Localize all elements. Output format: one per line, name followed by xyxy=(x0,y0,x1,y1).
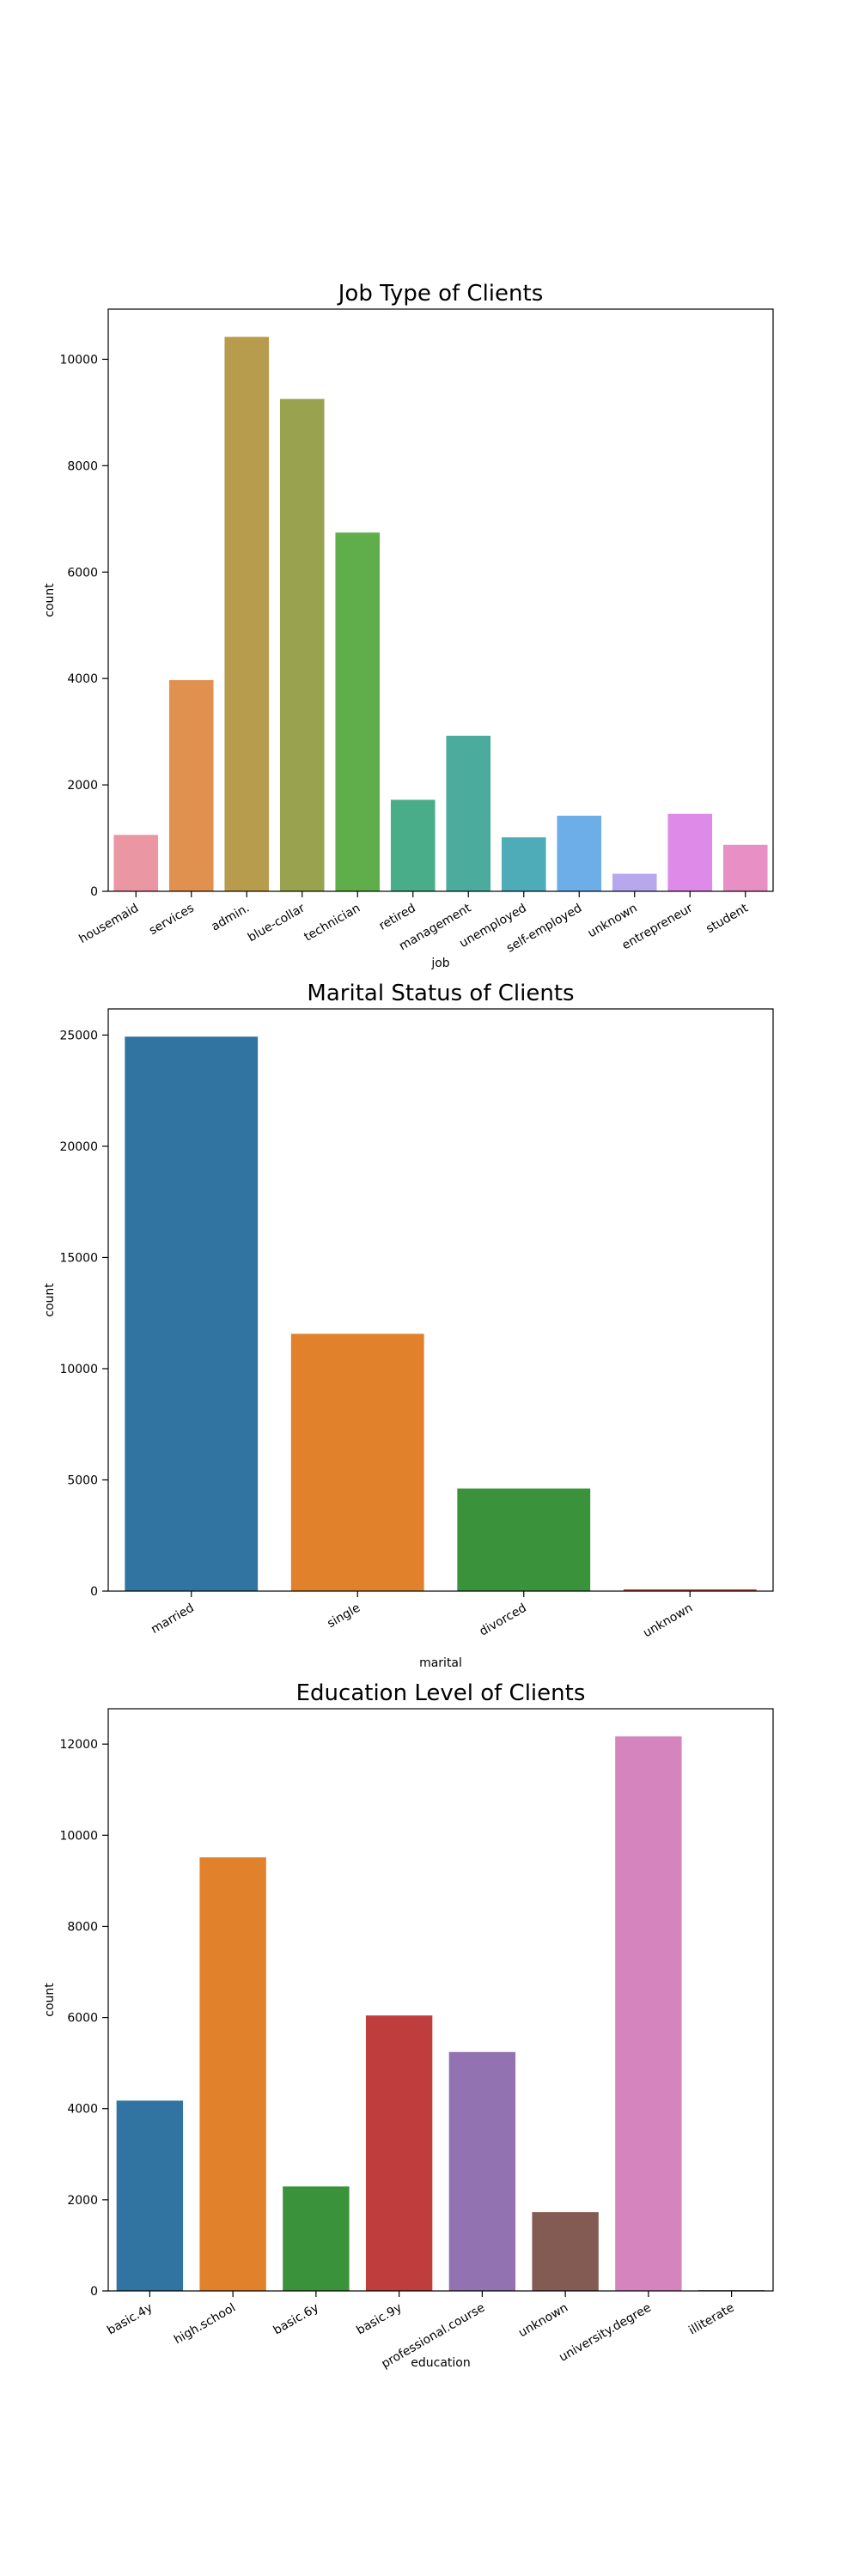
y-tick-label: 0 xyxy=(90,2285,98,2299)
y-axis-label: count xyxy=(43,1983,57,2017)
bar-student xyxy=(722,844,768,891)
y-tick-label: 10000 xyxy=(59,1363,98,1376)
y-tick-label: 25000 xyxy=(59,1029,98,1042)
chart-education-level: Education Level of Clients 0 2000 4000 6000 8… xyxy=(43,1680,774,2372)
x-tick-label: unknown xyxy=(516,2301,570,2341)
x-tick-label: illiterate xyxy=(686,2301,736,2338)
x-tick-label: unknown xyxy=(641,1601,695,1641)
y-tick-label: 2000 xyxy=(67,2194,98,2208)
bar-basic-9y xyxy=(365,2015,433,2291)
bar-blue-collar xyxy=(279,398,325,891)
y-axis-label: count xyxy=(43,583,57,617)
y-tick-label: 20000 xyxy=(59,1140,98,1154)
x-axis-label: education xyxy=(411,2356,470,2370)
plot-frame xyxy=(107,308,774,892)
plot-frame xyxy=(107,1008,774,1592)
bar-unknown xyxy=(612,873,657,891)
y-tick-label: 5000 xyxy=(67,1473,98,1487)
x-tick-label: basic.9y xyxy=(354,2301,404,2338)
x-tick-label: basic.6y xyxy=(271,2301,321,2338)
bar-basic-4y xyxy=(116,2100,184,2291)
bar-basic-6y xyxy=(283,2186,350,2291)
x-tick-label: housemaid xyxy=(76,902,141,946)
chart-title: Job Type of Clients xyxy=(337,281,543,307)
bar-admin- xyxy=(224,337,270,892)
bar-entrepreneur xyxy=(667,813,713,891)
bar-retired xyxy=(390,799,436,891)
bar-high-school xyxy=(199,1857,266,2291)
y-tick-label: 4000 xyxy=(67,2103,98,2117)
bar-single xyxy=(290,1334,424,1591)
y-tick-label: 12000 xyxy=(59,1738,98,1752)
x-tick-label: services xyxy=(147,902,197,939)
y-tick-label: 8000 xyxy=(67,459,98,473)
y-tick-label: 6000 xyxy=(67,2012,98,2026)
x-tick-label: retired xyxy=(377,902,418,933)
x-axis-label: marital xyxy=(419,1656,462,1670)
y-tick-label: 6000 xyxy=(67,566,98,580)
chart-title: Marital Status of Clients xyxy=(307,981,574,1006)
x-tick-label: admin. xyxy=(209,902,252,934)
x-tick-label: student xyxy=(704,901,751,936)
bar-unknown xyxy=(532,2212,599,2291)
bar-married xyxy=(125,1036,259,1591)
x-tick-label: basic.4y xyxy=(105,2301,155,2338)
x-tick-label: married xyxy=(149,1601,197,1637)
y-axis-label: count xyxy=(43,1283,57,1317)
bar-university-degree xyxy=(615,1736,682,2291)
y-tick-label: 2000 xyxy=(67,779,98,793)
bar-divorced xyxy=(457,1488,591,1591)
x-tick-label: blue-collar xyxy=(246,901,308,945)
bar-housemaid xyxy=(113,835,159,891)
bar-management xyxy=(446,735,491,891)
plot-frame xyxy=(107,1708,774,2292)
bar-services xyxy=(168,680,214,891)
bar-unemployed xyxy=(501,837,546,891)
y-tick-label: 10000 xyxy=(59,1829,98,1843)
y-tick-label: 10000 xyxy=(59,353,98,367)
x-tick-label: high.school xyxy=(172,2301,238,2348)
y-tick-label: 0 xyxy=(90,1585,98,1599)
bar-technician xyxy=(335,532,381,891)
chart-title: Education Level of Clients xyxy=(296,1680,586,1706)
bar-self-employed xyxy=(557,815,602,891)
y-tick-label: 0 xyxy=(90,885,98,899)
x-tick-label: technician xyxy=(302,902,362,945)
chart-marital-status: Marital Status of Clients 0 5000 10000 15000… xyxy=(43,981,774,1670)
y-tick-label: 8000 xyxy=(67,1920,98,1934)
bar-unknown xyxy=(623,1589,757,1591)
bar-professional-course xyxy=(448,2051,516,2291)
x-tick-label: university.degree xyxy=(557,2301,654,2365)
x-tick-label: divorced xyxy=(478,1601,529,1639)
x-tick-label: single xyxy=(325,1601,362,1631)
y-tick-label: 4000 xyxy=(67,672,98,686)
x-axis-label: job xyxy=(430,957,449,970)
chart-job-type: Job Type of Clients 0 2000 4000 6000 8000 1000… xyxy=(43,281,774,970)
y-tick-label: 15000 xyxy=(59,1251,98,1265)
